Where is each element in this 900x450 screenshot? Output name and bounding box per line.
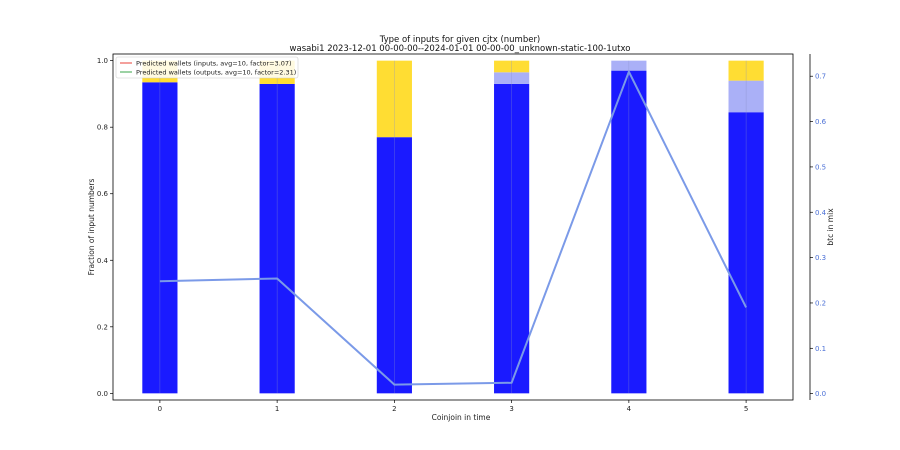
x-axis-title: Coinjoin in time: [432, 413, 491, 422]
line-group: [159, 70, 747, 386]
y2-tick-label: 0.7: [815, 73, 826, 81]
legend-box: [115, 56, 299, 79]
y-tick-label: 0.0: [97, 390, 108, 398]
y2-tick-label: 0.5: [815, 163, 826, 171]
y2-tick-label: 0.4: [815, 209, 827, 217]
y2-tick-label: 0.3: [815, 254, 826, 262]
y-tick-label: 0.4: [97, 257, 109, 265]
chart-title: Type of inputs for given cjtx (number): [379, 35, 541, 45]
x-tick-label: 3: [509, 405, 513, 413]
y-tick-label: 0.2: [97, 323, 108, 331]
left-axis: 0.0 0.2 0.4 0.6 0.8 1.0: [97, 57, 113, 398]
x-tick-label: 0: [158, 405, 162, 413]
plot-frame: [112, 53, 794, 401]
bars-group: [142, 60, 764, 394]
x-axis: 0 1 2 3 4 5: [158, 400, 748, 413]
y2-tick-label: 0.1: [815, 345, 826, 353]
y2-tick-label: 0.6: [815, 118, 827, 126]
legend: Predicted wallets (inputs, avg=10, facto…: [115, 56, 299, 79]
y-tick-label: 0.6: [97, 190, 109, 198]
x-tick-label: 1: [275, 405, 279, 413]
y-tick-label: 0.8: [97, 124, 108, 132]
x-tick-label: 5: [744, 405, 748, 413]
y-axis-title: Fraction of input numbers: [87, 179, 96, 276]
y2-tick-label: 0.0: [815, 390, 826, 398]
x-tick-label: 4: [627, 405, 632, 413]
y2-tick-label: 0.2: [815, 299, 826, 307]
x-tick-label: 2: [392, 405, 396, 413]
chart-subtitle: wasabi1 2023-12-01 00-00-00--2024-01-01 …: [290, 44, 631, 54]
btc-in-mix-line: [159, 70, 747, 386]
right-axis: 0.0 0.1 0.2 0.3 0.4 0.5 0.6 0.7: [810, 73, 827, 398]
legend-label-outputs: Predicted wallets (outputs, avg=10, fact…: [136, 69, 296, 77]
y-tick-label: 1.0: [97, 57, 108, 65]
legend-label-inputs: Predicted wallets (inputs, avg=10, facto…: [136, 60, 292, 68]
y2-axis-title: btc in mix: [826, 208, 835, 246]
